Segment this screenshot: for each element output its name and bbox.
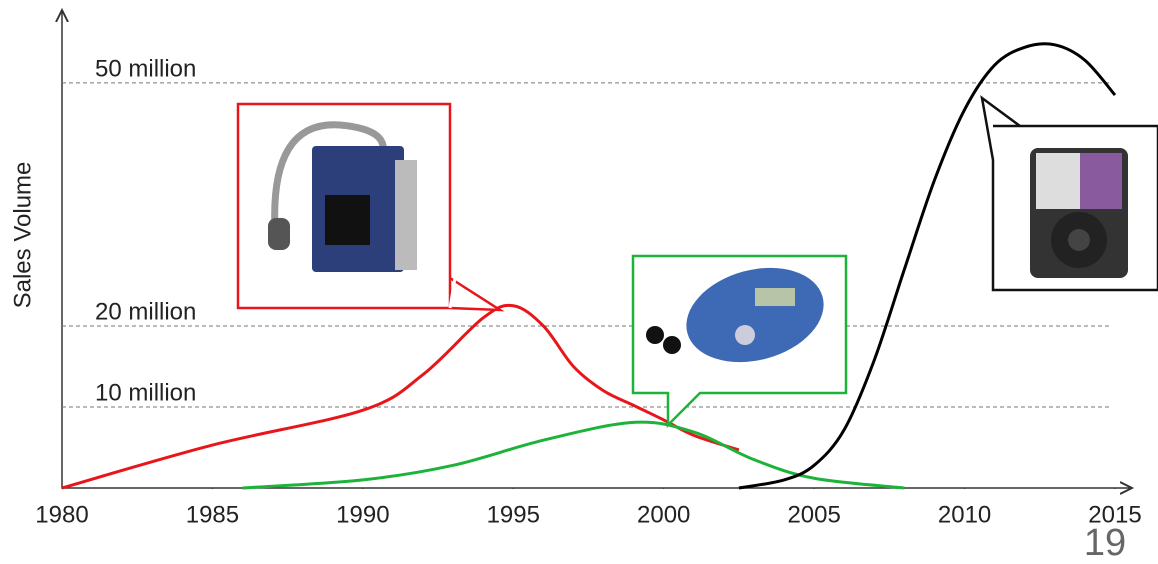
y-tick-label: 10 million xyxy=(95,379,196,406)
walkman-callout xyxy=(238,104,500,310)
x-tick-label: 2015 xyxy=(1088,501,1141,528)
x-tick-label: 1985 xyxy=(186,501,239,528)
chart: Sales Volume 19 10 million20 million50 m… xyxy=(0,0,1158,564)
x-tick-label: 2005 xyxy=(787,501,840,528)
line xyxy=(243,422,905,488)
cd-callout xyxy=(633,253,846,425)
ipod-callout xyxy=(982,98,1158,290)
y-tick-label: 50 million xyxy=(95,55,196,82)
x-tick-label: 2010 xyxy=(938,501,991,528)
y-tick-label: 20 million xyxy=(95,298,196,325)
y-axis-label: Sales Volume xyxy=(9,162,36,309)
x-tick-label: 1990 xyxy=(336,501,389,528)
x-tick-label: 1980 xyxy=(35,501,88,528)
x-tick-label: 2000 xyxy=(637,501,690,528)
x-tick-label: 1995 xyxy=(487,501,540,528)
